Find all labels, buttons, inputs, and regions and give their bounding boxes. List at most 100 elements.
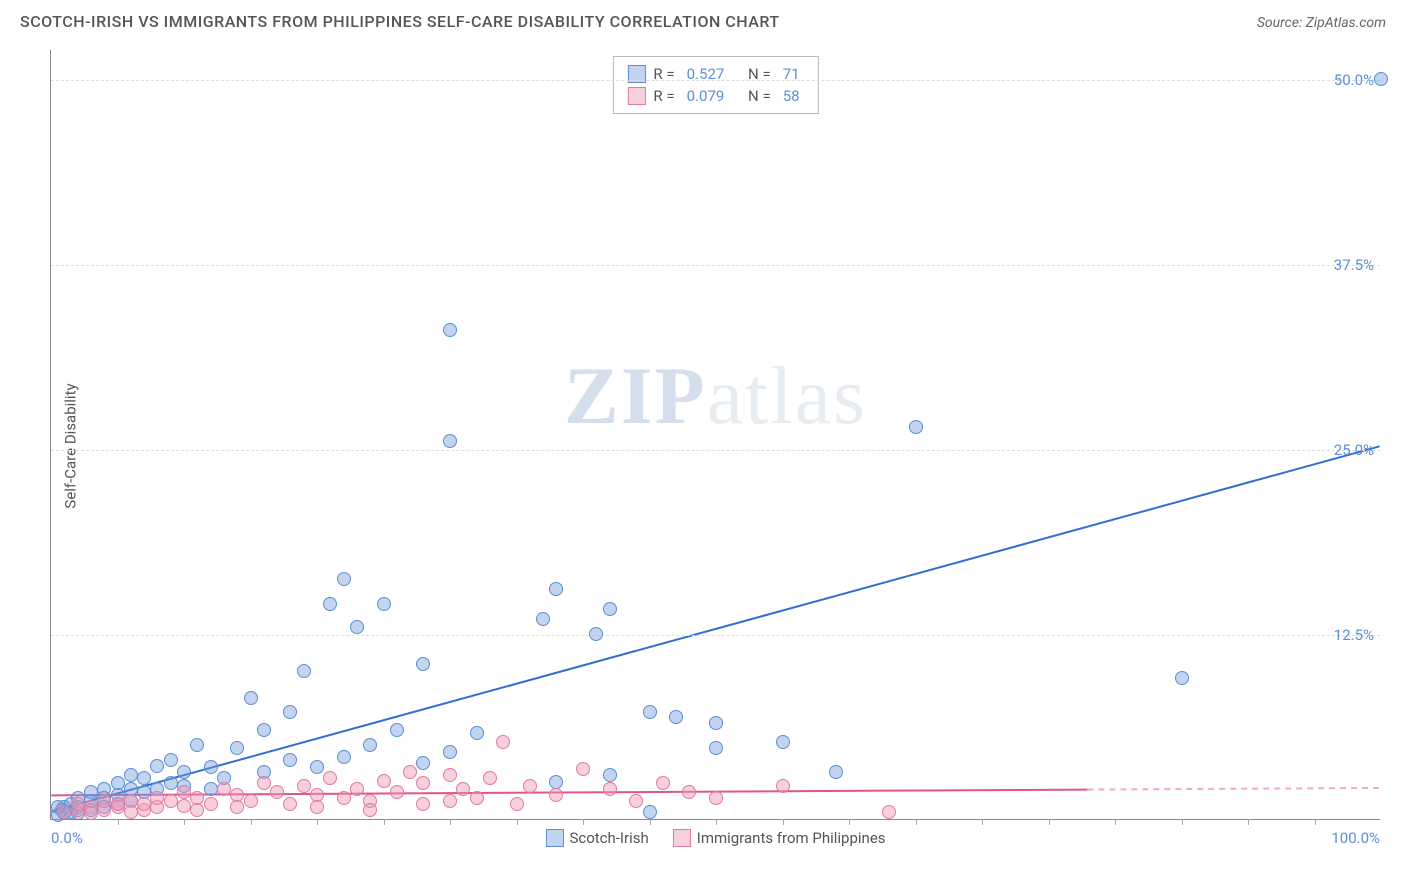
scatter-point <box>257 776 271 790</box>
scatter-point <box>177 799 191 813</box>
y-tick-label: 37.5% <box>1334 256 1374 274</box>
scatter-point <box>270 785 284 799</box>
scatter-point <box>549 582 563 596</box>
scatter-point <box>150 759 164 773</box>
scatter-point <box>443 434 457 448</box>
scatter-point <box>164 776 178 790</box>
scatter-point <box>164 753 178 767</box>
bottom-legend-label-1: Immigrants from Philippines <box>697 829 886 847</box>
x-tick-mark <box>1115 819 1116 825</box>
scatter-point <box>470 791 484 805</box>
scatter-point <box>323 597 337 611</box>
scatter-point <box>416 776 430 790</box>
scatter-point <box>536 612 550 626</box>
scatter-point <box>456 782 470 796</box>
scatter-point <box>829 765 843 779</box>
gridline <box>51 265 1380 266</box>
scatter-point <box>403 765 417 779</box>
bottom-legend-item-1: Immigrants from Philippines <box>673 829 886 847</box>
scatter-point <box>337 572 351 586</box>
scatter-point <box>84 806 98 820</box>
scatter-point <box>363 803 377 817</box>
scatter-point <box>643 705 657 719</box>
scatter-point <box>190 738 204 752</box>
scatter-point <box>217 782 231 796</box>
bottom-swatch-1 <box>673 829 691 847</box>
x-tick-mark <box>251 819 252 825</box>
bottom-swatch-0 <box>545 829 563 847</box>
x-tick-mark <box>916 819 917 825</box>
x-tick-label-right: 100.0% <box>1331 829 1380 847</box>
y-tick-label: 12.5% <box>1334 626 1374 644</box>
scatter-point <box>177 765 191 779</box>
scatter-point <box>776 735 790 749</box>
x-tick-mark <box>1182 819 1183 825</box>
scatter-point <box>709 791 723 805</box>
stats-legend-box: R = 0.527 N = 71 R = 0.079 N = 58 <box>612 56 818 114</box>
stats-n-value-1: 58 <box>783 87 800 105</box>
scatter-point <box>363 738 377 752</box>
scatter-point <box>589 627 603 641</box>
scatter-point <box>337 791 351 805</box>
x-tick-label-left: 0.0% <box>51 829 83 847</box>
scatter-point <box>137 771 151 785</box>
scatter-point <box>390 723 404 737</box>
x-tick-mark <box>583 819 584 825</box>
scatter-point <box>204 782 218 796</box>
x-tick-mark <box>716 819 717 825</box>
scatter-point <box>377 597 391 611</box>
stats-r-label-1: R = <box>653 87 674 105</box>
gridline <box>51 450 1380 451</box>
scatter-point <box>124 805 138 819</box>
scatter-point <box>603 768 617 782</box>
scatter-point <box>1374 72 1388 86</box>
scatter-point <box>283 797 297 811</box>
scatter-point <box>643 805 657 819</box>
scatter-point <box>603 602 617 616</box>
scatter-point <box>523 779 537 793</box>
scatter-point <box>377 774 391 788</box>
x-tick-mark <box>1315 819 1316 825</box>
scatter-point <box>297 779 311 793</box>
x-tick-mark <box>982 819 983 825</box>
x-tick-mark <box>1049 819 1050 825</box>
scatter-point <box>390 785 404 799</box>
gridline <box>51 635 1380 636</box>
scatter-point <box>483 771 497 785</box>
scatter-point <box>350 782 364 796</box>
scatter-point <box>416 756 430 770</box>
scatter-point <box>244 691 258 705</box>
trend-line-extrapolated <box>1087 788 1379 790</box>
scatter-point <box>283 705 297 719</box>
scatter-point <box>57 805 71 819</box>
stats-swatch-1 <box>627 87 645 105</box>
scatter-point <box>283 753 297 767</box>
scatter-point <box>257 723 271 737</box>
scatter-point <box>510 797 524 811</box>
scatter-point <box>470 726 484 740</box>
scatter-point <box>682 785 696 799</box>
y-tick-label: 50.0% <box>1334 71 1374 89</box>
scatter-point <box>230 741 244 755</box>
source-attribution: Source: ZipAtlas.com <box>1257 15 1386 31</box>
x-tick-mark <box>450 819 451 825</box>
stats-r-value-1: 0.079 <box>687 87 725 105</box>
x-tick-mark <box>849 819 850 825</box>
stats-n-label-1: N = <box>748 87 771 105</box>
x-tick-mark <box>384 819 385 825</box>
scatter-point <box>416 657 430 671</box>
scatter-point <box>416 797 430 811</box>
x-tick-mark <box>184 819 185 825</box>
bottom-legend-label-0: Scotch-Irish <box>569 829 648 847</box>
chart-title: SCOTCH-IRISH VS IMMIGRANTS FROM PHILIPPI… <box>20 12 780 31</box>
gridline <box>51 80 1380 81</box>
stats-legend-row-1: R = 0.079 N = 58 <box>627 85 803 107</box>
x-tick-mark <box>517 819 518 825</box>
bottom-legend: Scotch-Irish Immigrants from Philippines <box>545 829 885 847</box>
scatter-point <box>177 785 191 799</box>
stats-legend-row-0: R = 0.527 N = 71 <box>627 63 803 85</box>
scatter-point <box>350 620 364 634</box>
scatter-point <box>709 741 723 755</box>
scatter-point <box>909 420 923 434</box>
scatter-point <box>124 768 138 782</box>
